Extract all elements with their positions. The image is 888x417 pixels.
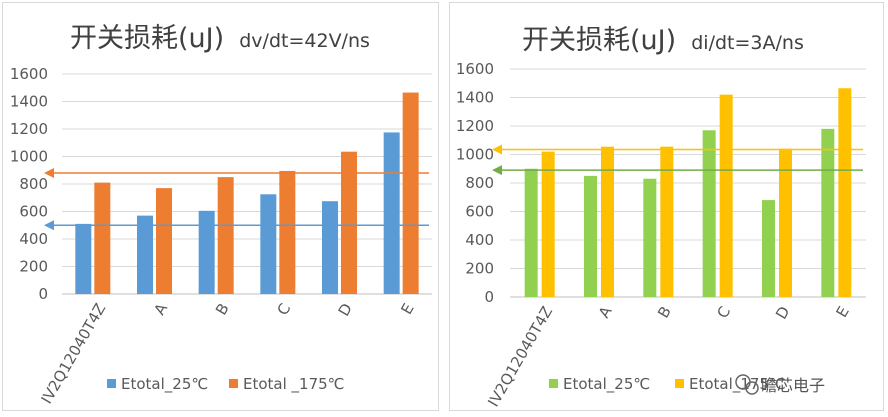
bar — [260, 194, 277, 294]
y-tick-label: 1400 — [10, 93, 48, 111]
legend-label: Etotal_25℃ — [563, 375, 650, 394]
y-tick-label: 1400 — [456, 89, 494, 107]
y-tick-label: 1000 — [10, 148, 48, 166]
chart-title-sub: dv/dt=42V/ns — [239, 30, 370, 52]
y-tick-label: 200 — [465, 260, 494, 278]
y-tick-label: 0 — [38, 285, 48, 303]
arrow-left-icon — [492, 144, 502, 155]
bar — [402, 92, 419, 294]
y-tick-label: 1200 — [10, 120, 48, 138]
y-axis-ticks: 0 200 400 600 800 1000 1200 1400 1600 — [10, 65, 48, 303]
arrow-left-icon — [44, 220, 54, 231]
chart-title-sub: di/dt=3A/ns — [691, 32, 804, 54]
gridlines — [510, 68, 866, 298]
bar — [762, 200, 775, 297]
bar — [838, 88, 852, 297]
bar — [779, 148, 792, 297]
y-tick-label: 800 — [19, 175, 48, 193]
watermark: 瞻芯电子 — [735, 374, 825, 395]
bar — [660, 146, 674, 297]
chart-title-main: 开关损耗(uJ) — [522, 25, 676, 56]
reference-lines — [44, 168, 429, 231]
chart-title: 开关损耗(uJ) di/dt=3A/ns — [522, 25, 804, 56]
bar — [322, 201, 338, 294]
y-tick-label: 1000 — [456, 146, 494, 164]
watermark-text: 瞻芯电子 — [761, 376, 825, 395]
legend: Etotal_25℃ Etotal _175℃ — [107, 375, 345, 394]
bar — [821, 128, 835, 297]
bar — [643, 178, 657, 297]
gridlines — [62, 73, 432, 295]
y-axis-ticks: 0 200 400 600 800 1000 1200 1400 1600 — [456, 60, 494, 306]
bar — [341, 151, 357, 294]
legend: Etotal_25℃ Etotal_175℃ — [549, 375, 786, 394]
legend-label: Etotal _175℃ — [243, 375, 345, 394]
bars — [524, 88, 852, 298]
y-tick-label: 800 — [465, 174, 494, 192]
y-tick-label: 600 — [19, 203, 48, 221]
chart-title: 开关损耗(uJ) dv/dt=42V/ns — [70, 23, 370, 54]
bar — [719, 94, 733, 298]
bar — [541, 151, 555, 297]
bars — [75, 92, 419, 294]
bar — [94, 182, 111, 294]
arrow-left-icon — [44, 168, 54, 178]
bar — [601, 146, 614, 297]
bar — [279, 170, 296, 294]
reference-lines — [492, 144, 863, 176]
legend-swatch — [549, 379, 558, 388]
y-tick-label: 0 — [484, 288, 494, 306]
y-tick-label: 200 — [19, 258, 48, 276]
legend-swatch — [229, 379, 238, 388]
bar — [156, 188, 172, 294]
bar — [702, 130, 716, 297]
bar — [524, 168, 538, 297]
legend-swatch — [675, 379, 684, 388]
y-tick-label: 1200 — [456, 117, 494, 135]
bar — [217, 177, 234, 294]
wechat-icon — [735, 374, 759, 395]
y-tick-label: 400 — [19, 230, 48, 248]
y-tick-label: 1600 — [456, 60, 494, 78]
y-tick-label: 400 — [465, 231, 494, 249]
chart-title-main: 开关损耗(uJ) — [70, 23, 224, 54]
bar — [584, 175, 597, 297]
legend-swatch — [107, 379, 116, 388]
y-tick-label: 600 — [465, 203, 494, 221]
legend-label: Etotal_175℃ — [689, 375, 786, 394]
y-tick-label: 1600 — [10, 65, 48, 83]
legend-label: Etotal_25℃ — [121, 375, 208, 394]
bar — [137, 215, 153, 294]
arrow-left-icon — [492, 165, 502, 176]
bar — [198, 210, 215, 294]
bar — [75, 223, 92, 294]
bar — [383, 132, 400, 294]
